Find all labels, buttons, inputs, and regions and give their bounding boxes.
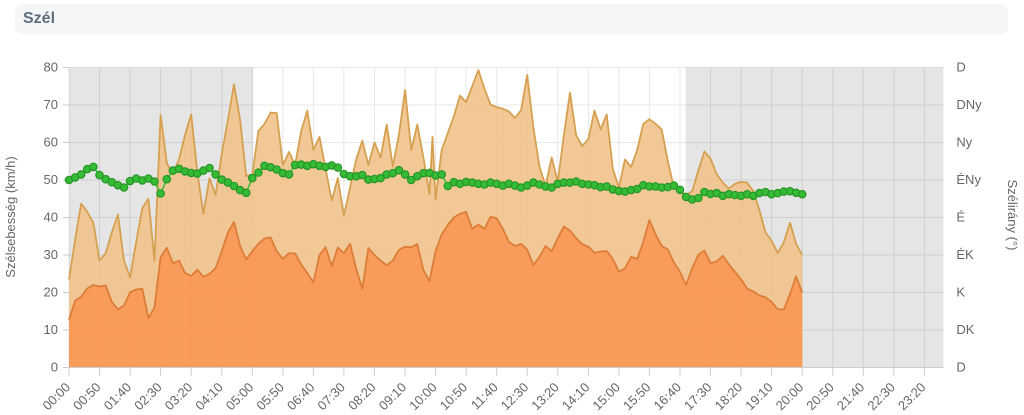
svg-text:30: 30 bbox=[44, 247, 58, 262]
svg-text:D: D bbox=[956, 60, 965, 75]
svg-text:DNy: DNy bbox=[956, 97, 982, 112]
svg-text:01:40: 01:40 bbox=[101, 380, 135, 414]
svg-text:15:50: 15:50 bbox=[620, 380, 654, 414]
svg-text:22:30: 22:30 bbox=[864, 380, 898, 414]
svg-text:17:30: 17:30 bbox=[681, 380, 715, 414]
svg-text:ÉK: ÉK bbox=[956, 247, 974, 262]
svg-text:40: 40 bbox=[44, 210, 58, 225]
svg-text:00:50: 00:50 bbox=[70, 380, 104, 414]
svg-text:03:20: 03:20 bbox=[162, 380, 196, 414]
svg-text:09:10: 09:10 bbox=[376, 380, 410, 414]
svg-text:07:30: 07:30 bbox=[314, 380, 348, 414]
svg-text:10:00: 10:00 bbox=[406, 380, 440, 414]
svg-text:20: 20 bbox=[44, 285, 58, 300]
svg-text:05:00: 05:00 bbox=[223, 380, 257, 414]
svg-text:20:00: 20:00 bbox=[773, 380, 807, 414]
svg-text:19:10: 19:10 bbox=[742, 380, 776, 414]
svg-text:É: É bbox=[956, 210, 965, 225]
svg-text:06:40: 06:40 bbox=[284, 380, 318, 414]
svg-text:70: 70 bbox=[44, 97, 58, 112]
svg-text:10: 10 bbox=[44, 322, 58, 337]
svg-text:12:30: 12:30 bbox=[498, 380, 532, 414]
svg-text:18:20: 18:20 bbox=[712, 380, 746, 414]
svg-text:14:10: 14:10 bbox=[559, 380, 593, 414]
svg-text:21:40: 21:40 bbox=[834, 380, 868, 414]
svg-text:0: 0 bbox=[51, 360, 58, 375]
svg-text:D: D bbox=[956, 360, 965, 375]
svg-text:13:20: 13:20 bbox=[528, 380, 562, 414]
svg-text:10:50: 10:50 bbox=[437, 380, 471, 414]
svg-text:05:50: 05:50 bbox=[253, 380, 287, 414]
svg-text:20:50: 20:50 bbox=[803, 380, 837, 414]
svg-text:04:10: 04:10 bbox=[192, 380, 226, 414]
svg-text:15:00: 15:00 bbox=[589, 380, 623, 414]
svg-text:50: 50 bbox=[44, 172, 58, 187]
svg-text:Szélirány (°): Szélirány (°) bbox=[1005, 180, 1020, 251]
svg-text:11:40: 11:40 bbox=[468, 380, 501, 413]
svg-text:00:00: 00:00 bbox=[40, 380, 74, 414]
svg-text:02:30: 02:30 bbox=[131, 380, 165, 414]
svg-text:23:20: 23:20 bbox=[895, 380, 929, 414]
svg-text:16:40: 16:40 bbox=[651, 380, 685, 414]
svg-text:K: K bbox=[956, 285, 965, 300]
svg-text:Szélsebesség (km/h): Szélsebesség (km/h) bbox=[3, 156, 18, 277]
svg-text:DK: DK bbox=[956, 322, 974, 337]
svg-text:60: 60 bbox=[44, 135, 58, 150]
svg-text:Ny: Ny bbox=[956, 135, 972, 150]
svg-text:ÉNy: ÉNy bbox=[956, 172, 981, 187]
svg-text:08:20: 08:20 bbox=[345, 380, 379, 414]
svg-text:80: 80 bbox=[44, 60, 58, 75]
